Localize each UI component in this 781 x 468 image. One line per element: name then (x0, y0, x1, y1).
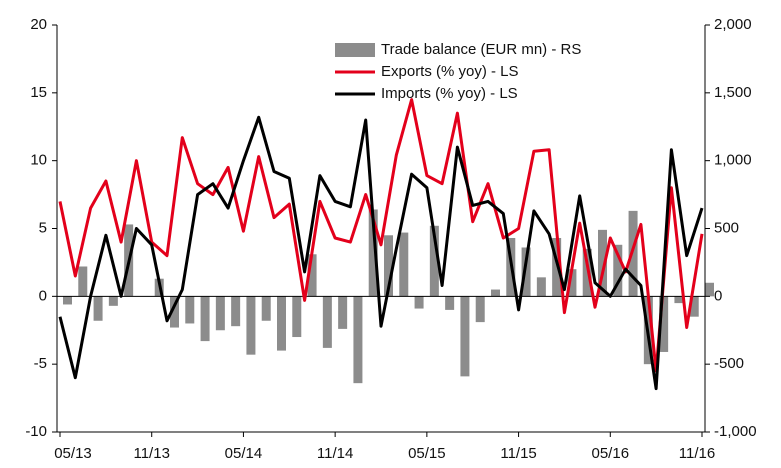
line-1 (58, 98, 704, 373)
bar (552, 237, 562, 297)
bar (307, 254, 317, 297)
y-tick-label: 5 (39, 219, 47, 236)
bar (628, 210, 638, 297)
x-tick-label: 05/15 (408, 445, 446, 462)
x-tick-label: 05/14 (225, 445, 263, 462)
x-tick-label: 11/13 (133, 445, 169, 462)
bar (292, 296, 302, 338)
bar (338, 296, 348, 329)
y2-tick-label: 1,000 (714, 152, 752, 169)
bar (322, 296, 332, 348)
bar (567, 269, 577, 297)
line-2 (58, 115, 704, 391)
bar (460, 296, 470, 377)
bar (659, 296, 669, 352)
bar (689, 296, 699, 317)
x-tick-label: 05/16 (592, 445, 630, 462)
bar (613, 244, 623, 297)
bar (231, 296, 241, 327)
bar (536, 277, 546, 297)
y-tick-label: -5 (34, 355, 47, 372)
bar (475, 296, 485, 323)
bar (200, 296, 210, 342)
x-tick-label: 11/16 (679, 445, 715, 462)
y2-tick-label: 500 (714, 219, 739, 236)
bar (384, 235, 393, 297)
y-tick-label: 10 (30, 152, 47, 169)
bar (598, 229, 607, 297)
bar (414, 296, 424, 309)
bar (399, 232, 409, 297)
bar (63, 296, 72, 305)
x-tick-label: 11/15 (500, 445, 536, 462)
bar (246, 296, 256, 355)
bar (215, 296, 225, 331)
y-tick-label: -10 (25, 423, 47, 440)
legend-label: Trade balance (EUR mn) - RS (381, 41, 581, 58)
bar (108, 296, 118, 306)
bar (674, 296, 684, 304)
bar (445, 296, 455, 310)
y2-tick-label: 2,000 (714, 16, 752, 33)
bar (93, 296, 103, 321)
y-tick-label: 0 (39, 287, 47, 304)
bar (521, 247, 531, 297)
y2-tick-label: -1,000 (714, 423, 757, 440)
bar (705, 282, 714, 297)
legend-label: Imports (% yoy) - LS (381, 85, 518, 102)
x-tick-label: 11/14 (317, 445, 353, 462)
y-tick-label: 20 (30, 16, 47, 33)
bar (491, 289, 500, 297)
y2-tick-label: -500 (714, 355, 744, 372)
legend-swatch (335, 43, 375, 57)
bar (429, 225, 439, 297)
bar (185, 296, 195, 324)
bar (353, 296, 363, 384)
x-tick-label: 05/13 (54, 445, 92, 462)
y-tick-label: 15 (30, 84, 47, 101)
legend-label: Exports (% yoy) - LS (381, 63, 519, 80)
y2-tick-label: 1,500 (714, 84, 752, 101)
bar (78, 266, 88, 297)
y2-tick-label: 0 (714, 287, 722, 304)
bar (368, 209, 378, 297)
bar (170, 296, 179, 328)
bar (277, 296, 286, 351)
bar (261, 296, 271, 321)
